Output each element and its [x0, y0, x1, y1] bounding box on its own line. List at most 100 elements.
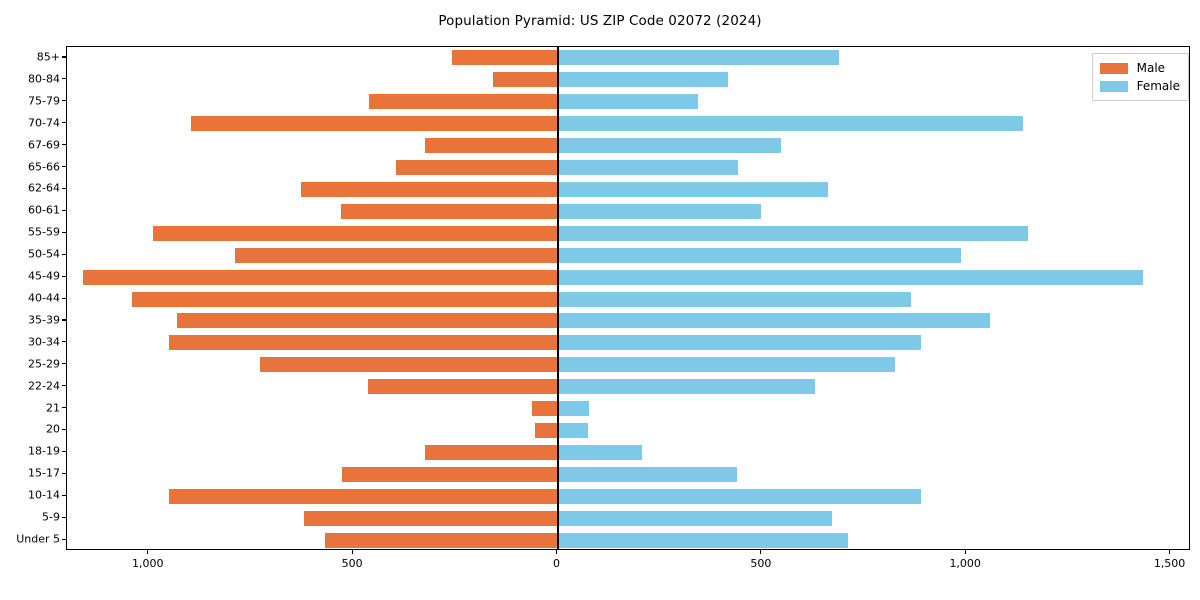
- bar-male-65-66: [396, 160, 558, 176]
- bar-male-60-61: [340, 203, 558, 219]
- y-axis-tick-label: 5-9: [42, 510, 60, 524]
- bar-female-45-49: [557, 269, 1143, 285]
- y-axis-tick-mark: [62, 341, 66, 343]
- bar-male-70-74: [190, 116, 558, 132]
- y-axis-tick-mark: [62, 166, 66, 168]
- bar-female-85-: [557, 50, 840, 66]
- bar-male-50-54: [235, 247, 558, 263]
- y-axis-tick-label: 20: [46, 422, 60, 436]
- bar-female-40-44: [557, 291, 912, 307]
- legend-item-female: Female: [1099, 77, 1180, 95]
- bar-male-21: [532, 401, 558, 417]
- bar-female-30-34: [557, 335, 921, 351]
- bar-male-10-14: [169, 488, 558, 504]
- bar-female-18-19: [557, 444, 643, 460]
- bar-male-5-9: [304, 510, 558, 526]
- bar-female-21: [557, 401, 589, 417]
- y-axis-tick-label: 10-14: [28, 488, 60, 502]
- y-axis-tick-mark: [62, 78, 66, 80]
- bar-female-15-17: [557, 466, 738, 482]
- y-axis-tick-mark: [62, 209, 66, 211]
- y-axis-ticks: [0, 46, 70, 550]
- bar-female-62-64: [557, 181, 829, 197]
- y-axis-tick-mark: [62, 187, 66, 190]
- y-axis-tick-mark: [62, 100, 66, 102]
- y-axis-tick-mark: [62, 472, 66, 474]
- y-axis-tick-mark: [62, 450, 66, 452]
- bar-female-22-24: [557, 379, 815, 395]
- plot-area: [66, 46, 1190, 550]
- bar-male-40-44: [132, 291, 558, 307]
- y-axis-tick-mark: [62, 56, 66, 58]
- bar-female-60-61: [557, 203, 761, 219]
- bar-female-20: [557, 422, 589, 438]
- x-axis-tick-mark: [351, 550, 353, 554]
- bar-male-18-19: [425, 444, 558, 460]
- x-axis-tick-mark: [964, 550, 966, 554]
- chart-legend[interactable]: Male Female: [1091, 53, 1189, 101]
- y-axis-tick-label: 50-54: [28, 247, 60, 261]
- x-axis-tick-label: 1,000: [131, 557, 164, 570]
- bar-male-30-34: [169, 335, 558, 351]
- y-axis-tick-label: 60-61: [28, 203, 60, 217]
- y-axis-tick-label: 70-74: [28, 116, 60, 130]
- chart-title: Population Pyramid: US ZIP Code 02072 (2…: [438, 13, 762, 29]
- y-axis-tick-label: 45-49: [28, 269, 60, 283]
- bar-male-35-39: [177, 313, 558, 329]
- y-axis-tick-label: 22-24: [28, 379, 60, 393]
- bars-layer: [67, 47, 1189, 549]
- x-axis-tick-mark: [1169, 550, 1171, 554]
- zero-axis-line: [557, 47, 559, 549]
- legend-swatch-male: [1099, 62, 1128, 74]
- bar-male-20: [534, 422, 558, 438]
- x-axis-tick-mark: [147, 550, 149, 554]
- x-axis-tick-mark: [555, 550, 558, 554]
- x-axis-tick-label: 1,500: [1153, 557, 1186, 570]
- x-axis-tick-label: 0: [552, 557, 560, 570]
- legend-label-male: Male: [1136, 61, 1166, 75]
- y-axis-tick-label: 35-39: [28, 313, 60, 327]
- y-axis-tick-label: 75-79: [28, 94, 60, 108]
- x-axis-ticks: 1,000 500 0 500 1,000 1,500: [66, 550, 1190, 580]
- bar-male-80-84: [492, 72, 558, 88]
- bar-male-25-29: [259, 357, 558, 373]
- bar-female-25-29: [557, 357, 895, 373]
- bar-male-under-5: [325, 532, 558, 548]
- y-axis-tick-mark: [62, 363, 66, 365]
- bar-male-55-59: [152, 225, 558, 241]
- y-axis-tick-mark: [62, 428, 66, 431]
- y-axis-tick-mark: [62, 297, 66, 299]
- y-axis-tick-label: 65-66: [28, 160, 60, 174]
- legend-item-male: Male: [1099, 59, 1180, 77]
- bar-female-65-66: [557, 160, 738, 176]
- bar-male-67-69: [425, 138, 558, 154]
- y-axis-tick-mark: [62, 385, 66, 387]
- y-axis-tick-label: 62-64: [28, 181, 60, 195]
- y-axis-labels: 85+ 80-84 75-79 70-74 67-69 65-66 62-64 60-61 55…: [0, 46, 60, 550]
- bar-female-10-14: [557, 488, 921, 504]
- y-axis-tick-mark: [62, 275, 66, 277]
- y-axis-tick-mark: [62, 407, 66, 409]
- y-axis-tick-mark: [62, 144, 66, 146]
- bar-female-5-9: [557, 510, 833, 526]
- bar-female-75-79: [557, 94, 698, 110]
- legend-label-female: Female: [1136, 79, 1180, 93]
- bar-female-35-39: [557, 313, 990, 329]
- y-axis-tick-mark: [62, 122, 66, 124]
- y-axis-tick-label: Under 5: [16, 532, 60, 546]
- y-axis-tick-mark: [62, 319, 66, 321]
- y-axis-tick-mark: [62, 538, 66, 540]
- y-axis-tick-label: 55-59: [28, 225, 60, 239]
- bar-female-80-84: [557, 72, 728, 88]
- bar-male-22-24: [367, 379, 558, 395]
- bar-male-62-64: [301, 181, 558, 197]
- y-axis-tick-mark: [62, 516, 66, 518]
- y-axis-tick-label: 18-19: [28, 444, 60, 458]
- y-axis-tick-label: 67-69: [28, 138, 60, 152]
- x-axis-tick-label: 500: [341, 557, 363, 570]
- y-axis-tick-mark: [62, 494, 66, 496]
- bar-female-70-74: [557, 116, 1024, 132]
- bar-female-55-59: [557, 225, 1028, 241]
- y-axis-tick-mark: [62, 231, 66, 233]
